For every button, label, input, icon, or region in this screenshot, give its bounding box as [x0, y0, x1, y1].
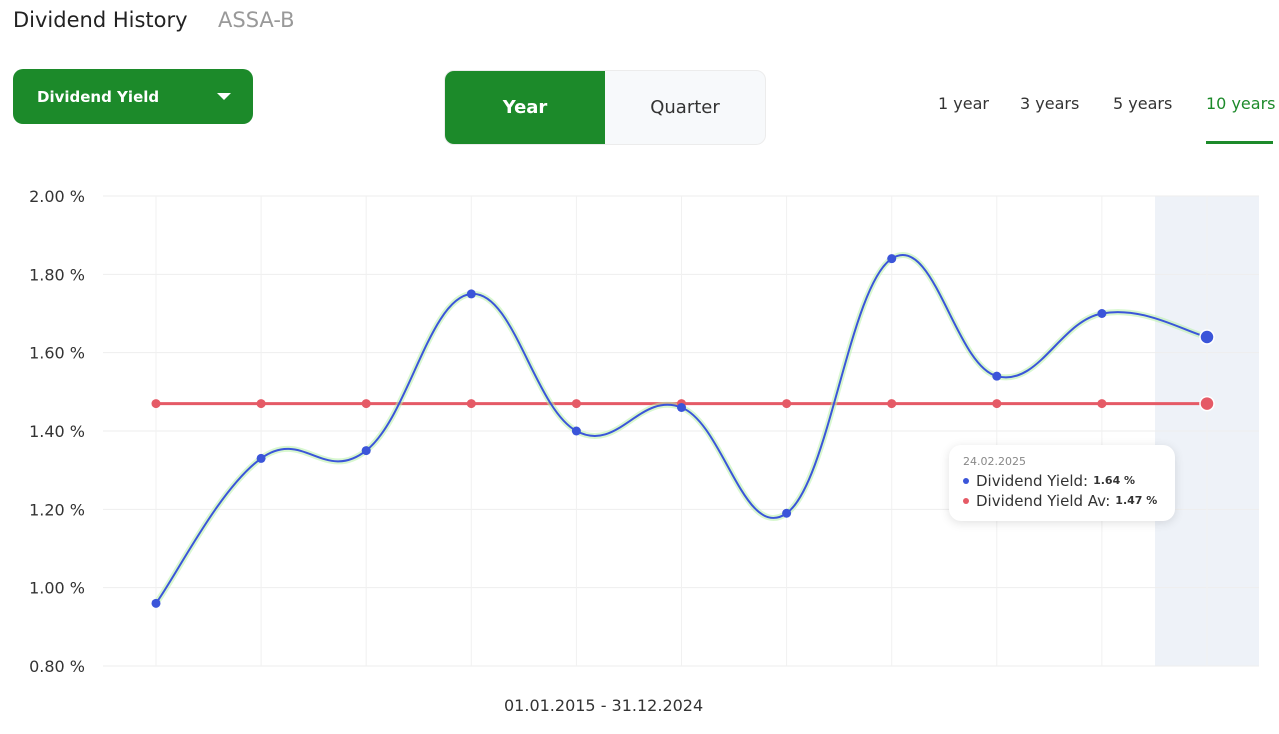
tooltip-average-value: 1.47 % [1115, 494, 1158, 507]
dividend-yield-point [782, 508, 792, 518]
dividend-yield-average-point [256, 399, 266, 409]
y-tick-label: 2.00 % [29, 187, 85, 206]
dividend-yield-average-point [887, 399, 897, 409]
caret-down-icon [217, 93, 231, 100]
page-title: Dividend History [13, 8, 188, 32]
dividend-chart: 2.00 % 1.80 % 1.60 % 1.40 % 1.20 % 1.00 % 0.80… [29, 187, 1259, 676]
tab-5-years[interactable]: 5 years [1113, 94, 1173, 113]
dividend-yield-point [1097, 309, 1107, 318]
tab-10-years[interactable]: 10 years [1206, 94, 1276, 113]
tooltip-row-average: Dividend Yield Av: 1.47 % [963, 491, 1161, 511]
tooltip-row-yield: Dividend Yield: 1.64 % [963, 471, 1161, 491]
dividend-yield-average-point [571, 399, 581, 409]
x-axis-label: 01.01.2015 - 31.12.2024 [504, 696, 704, 715]
y-tick-label: 1.60 % [29, 344, 85, 363]
y-tick-label: 1.80 % [29, 265, 85, 284]
dividend-yield-point [571, 426, 581, 436]
toggle-year[interactable]: Year [445, 71, 605, 144]
dividend-yield-point [361, 446, 371, 456]
dividend-yield-point [151, 598, 161, 608]
series-dot-icon [963, 498, 969, 504]
dividend-yield-point [466, 289, 476, 299]
dividend-yield-point [1199, 329, 1215, 345]
tooltip-average-label: Dividend Yield Av: [976, 492, 1111, 510]
y-tick-label: 1.20 % [29, 500, 85, 519]
tab-3-years[interactable]: 3 years [1020, 94, 1080, 113]
chart-tooltip: 24.02.2025 Dividend Yield: 1.64 % Divide… [949, 445, 1175, 521]
metric-dropdown-label: Dividend Yield [37, 87, 160, 106]
y-tick-label: 0.80 % [29, 657, 85, 676]
dividend-yield-average-point [782, 399, 792, 409]
tooltip-yield-value: 1.64 % [1093, 474, 1136, 487]
tab-1-year[interactable]: 1 year [938, 94, 989, 113]
toggle-quarter[interactable]: Quarter [650, 97, 720, 118]
dividend-yield-point [992, 371, 1002, 381]
dividend-yield-point [887, 254, 897, 264]
dividend-yield-average-point [1097, 399, 1107, 409]
dividend-yield-average-point [361, 399, 371, 409]
dividend-yield-average-point [1199, 395, 1215, 412]
dividend-yield-point [677, 403, 686, 412]
dividend-yield-average-point [992, 399, 1002, 409]
dividend-yield-point [256, 453, 266, 463]
tooltip-date: 24.02.2025 [963, 455, 1026, 468]
y-tick-label: 1.00 % [29, 579, 85, 598]
metric-dropdown[interactable]: Dividend Yield [13, 69, 253, 124]
dividend-yield-average-point [466, 399, 476, 409]
tooltip-yield-label: Dividend Yield: [976, 472, 1089, 490]
dividend-yield-average-point [151, 399, 161, 409]
active-tab-underline [1206, 141, 1273, 144]
period-toggle: Year Quarter [444, 70, 766, 145]
ticker-label: ASSA-B [218, 8, 295, 32]
series-dot-icon [963, 478, 969, 484]
y-tick-label: 1.40 % [29, 422, 85, 441]
